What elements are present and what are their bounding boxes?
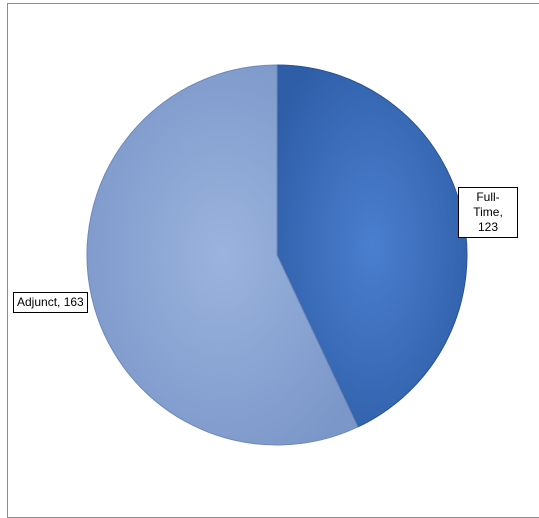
data-label-adjunct: Adjunct, 163 [13,292,88,313]
data-label-full-time: Full- Time, 123 [458,187,518,238]
pie-slice-adjunct [86,64,359,446]
